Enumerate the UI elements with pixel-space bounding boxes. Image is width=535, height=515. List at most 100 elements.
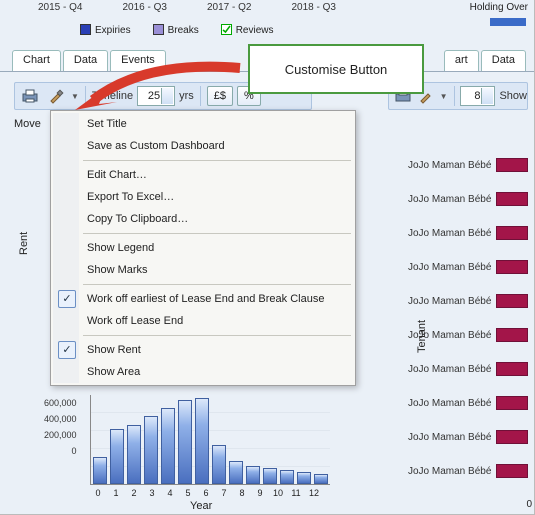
tenant-row: JoJo Maman Bébé	[408, 352, 528, 386]
xtick: 1	[110, 488, 122, 498]
tenant-bar	[496, 226, 528, 240]
xtick: 9	[254, 488, 266, 498]
callout-customise-button: Customise Button	[248, 44, 424, 94]
menu-show-rent[interactable]: ✓ Show Rent	[53, 339, 353, 361]
bar	[314, 474, 328, 484]
show-label: Show	[499, 90, 527, 102]
legend-reviews-label: Reviews	[236, 25, 274, 36]
customise-button[interactable]	[45, 85, 67, 107]
bar	[161, 408, 175, 484]
legend-breaks-label: Breaks	[168, 25, 199, 36]
timeline-unit: yrs	[179, 90, 194, 102]
menu-edit-chart[interactable]: Edit Chart…	[53, 164, 353, 186]
xtick: 10	[272, 488, 284, 498]
check-icon: ✓	[58, 341, 76, 359]
tenant-name: JoJo Maman Bébé	[408, 398, 490, 409]
legend-holding-over: Holding Over	[470, 2, 528, 13]
bar	[178, 400, 192, 484]
swatch-reviews[interactable]	[221, 24, 232, 35]
swatch-breaks	[153, 24, 164, 35]
xtick: 0	[92, 488, 104, 498]
menu-copy-clipboard[interactable]: Copy To Clipboard…	[53, 208, 353, 230]
menu-show-legend[interactable]: Show Legend	[53, 237, 353, 259]
tenant-name: JoJo Maman Bébé	[408, 160, 490, 171]
xtick: 5	[182, 488, 194, 498]
tenant-x0-label: 0	[526, 499, 532, 510]
menu-item-label: Work off earliest of Lease End and Break…	[87, 293, 324, 305]
tenant-bar	[496, 362, 528, 376]
callout-text: Customise Button	[285, 62, 388, 77]
bar	[229, 461, 243, 484]
tenant-row: JoJo Maman Bébé	[408, 148, 528, 182]
xtick: 8	[236, 488, 248, 498]
currency-toggle-button[interactable]: £$	[207, 86, 233, 106]
tenant-row: JoJo Maman Bébé	[408, 216, 528, 250]
tenant-bar	[496, 464, 528, 478]
tenant-bar	[496, 158, 528, 172]
tab-data[interactable]: Data	[63, 50, 108, 72]
customise-menu: Set Title Save as Custom Dashboard Edit …	[50, 110, 356, 386]
tenant-name: JoJo Maman Bébé	[408, 330, 490, 341]
tenant-name: JoJo Maman Bébé	[408, 364, 490, 375]
menu-work-off-lease-end[interactable]: Work off Lease End	[53, 310, 353, 332]
tenant-bar	[496, 260, 528, 274]
bar	[110, 429, 124, 484]
ytick: 400,000	[44, 414, 77, 424]
qtr-label: 2015 - Q4	[38, 2, 82, 13]
tenant-name: JoJo Maman Bébé	[408, 228, 490, 239]
tenant-row: JoJo Maman Bébé	[408, 182, 528, 216]
bar	[280, 470, 294, 484]
tenant-row: JoJo Maman Bébé	[408, 386, 528, 420]
menu-export-excel[interactable]: Export To Excel…	[53, 186, 353, 208]
tenant-row: JoJo Maman Bébé	[408, 454, 528, 488]
tab-chart-right[interactable]: art	[444, 50, 479, 72]
xtick: 4	[164, 488, 176, 498]
timeline-spinner[interactable]: 25	[137, 86, 175, 106]
tenant-bar-chart: JoJo Maman BébéJoJo Maman BébéJoJo Maman…	[408, 148, 528, 500]
swatch-expiries	[80, 24, 91, 35]
timeline-label: Timeline	[92, 90, 133, 102]
ytick: 200,000	[44, 430, 77, 440]
holding-over-label: Holding Over	[470, 2, 528, 13]
xtick: 7	[218, 488, 230, 498]
menu-save-dashboard[interactable]: Save as Custom Dashboard	[53, 135, 353, 157]
tenant-row: JoJo Maman Bébé	[408, 250, 528, 284]
x-ticks: 0123456789101112	[92, 488, 320, 498]
rent-axis-label: Rent	[18, 232, 30, 255]
ytick: 0	[72, 446, 77, 456]
tenant-row: JoJo Maman Bébé	[408, 318, 528, 352]
tenant-bar	[496, 328, 528, 342]
menu-set-title[interactable]: Set Title	[53, 113, 353, 135]
xtick: 12	[308, 488, 320, 498]
tenant-name: JoJo Maman Bébé	[408, 296, 490, 307]
legend-expiries-label: Expiries	[95, 25, 131, 36]
tenant-bar	[496, 396, 528, 410]
bar	[297, 472, 311, 484]
menu-show-area[interactable]: Show Area	[53, 361, 353, 383]
xtick: 6	[200, 488, 212, 498]
x-axis-label: Year	[190, 500, 212, 512]
menu-work-off-earliest[interactable]: ✓Work off earliest of Lease End and Brea…	[53, 288, 353, 310]
tab-events[interactable]: Events	[110, 50, 166, 72]
menu-show-marks[interactable]: Show Marks	[53, 259, 353, 281]
qtr-label: 2016 - Q3	[122, 2, 166, 13]
tab-data-right[interactable]: Data	[481, 50, 526, 72]
right-spinner[interactable]: 8	[460, 86, 495, 106]
tenant-row: JoJo Maman Bébé	[408, 420, 528, 454]
tabs-right: art Data	[444, 50, 528, 72]
bar	[212, 445, 226, 484]
xtick: 2	[128, 488, 140, 498]
tab-chart[interactable]: Chart	[12, 50, 61, 72]
xtick: 11	[290, 488, 302, 498]
qtr-label: 2018 - Q3	[291, 2, 335, 13]
print-button[interactable]	[19, 85, 41, 107]
menu-item-label: Show Rent	[87, 344, 141, 356]
bar	[263, 468, 277, 484]
tenant-row: JoJo Maman Bébé	[408, 284, 528, 318]
tabs-left: Chart Data Events	[12, 50, 168, 72]
rent-bar-chart	[90, 395, 330, 485]
bar	[127, 425, 141, 484]
ytick: 600,000	[44, 398, 77, 408]
tenant-bar	[496, 192, 528, 206]
qtr-label: 2017 - Q2	[207, 2, 251, 13]
